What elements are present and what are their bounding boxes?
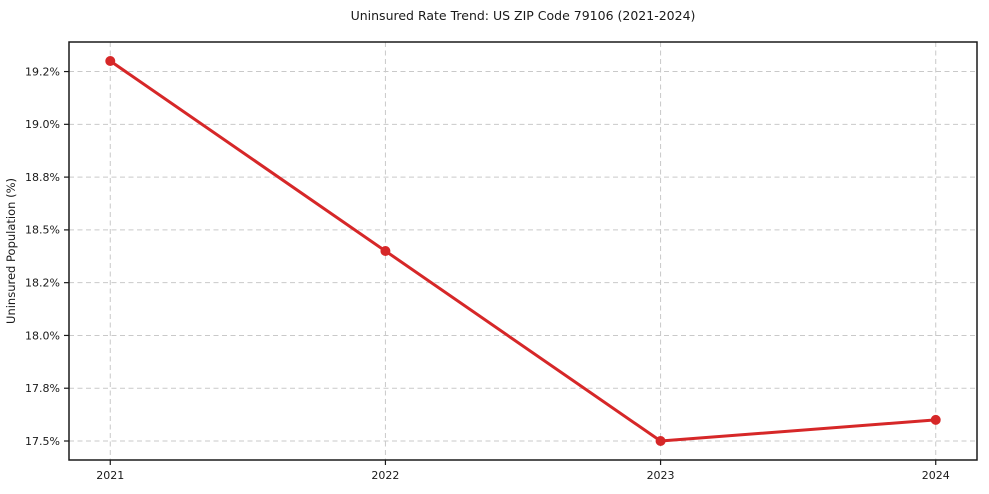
y-tick-label: 17.8% (25, 382, 60, 395)
plot-border (68, 41, 978, 461)
x-tick-label: 2024 (922, 469, 950, 482)
data-point (380, 246, 391, 256)
x-tick-label: 2023 (647, 469, 675, 482)
x-tick-label: 2021 (96, 469, 124, 482)
y-tick-label: 18.8% (25, 171, 60, 184)
y-tick-label: 18.0% (25, 329, 60, 342)
data-point (930, 414, 941, 425)
y-axis-label: Uninsured Population (%) (4, 178, 18, 324)
data-point (105, 56, 116, 66)
trend-line (108, 59, 938, 443)
y-tick-label: 19.2% (25, 65, 60, 78)
data-series (105, 56, 941, 446)
axes: 17.5% 17.8% 18.0% 18.2% 18.5% 18.8% 19.0% 19.2%… (25, 41, 978, 482)
chart-title: Uninsured Rate Trend: US ZIP Code 79106 … (351, 8, 696, 23)
y-tick-label: 18.2% (25, 277, 60, 290)
x-tick-label: 2022 (371, 469, 399, 482)
y-tick-label: 18.5% (25, 224, 60, 237)
y-tick-label: 17.5% (25, 435, 60, 448)
gridlines (69, 42, 977, 460)
data-point (655, 436, 666, 446)
y-tick-label: 19.0% (25, 118, 60, 131)
